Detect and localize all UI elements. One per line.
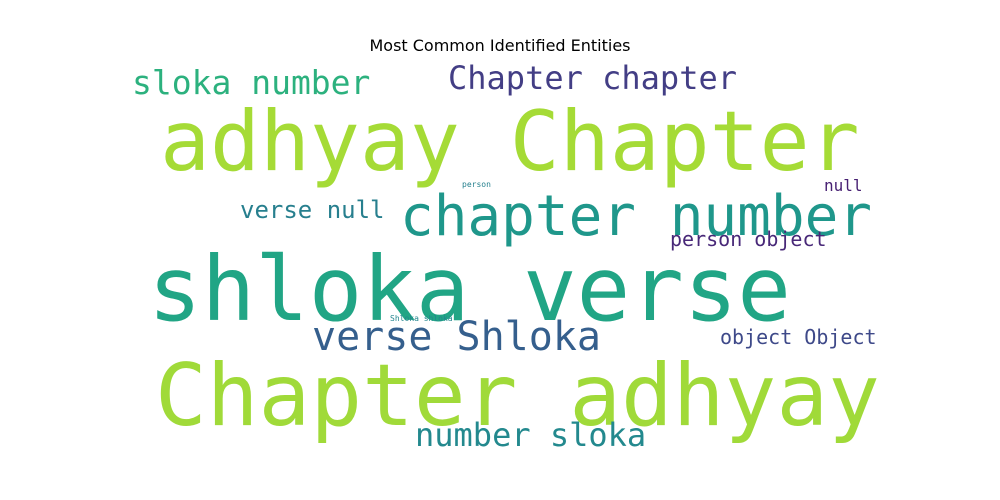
- word-verse-null: verse null: [240, 195, 385, 224]
- word-person-object: person object: [670, 226, 827, 251]
- word-verse-shloka: verse Shloka: [312, 313, 601, 360]
- word-number-sloka: number sloka: [415, 415, 647, 454]
- word-shloka-verse: shloka verse: [148, 237, 791, 342]
- word-chapter-adhyay: Chapter adhyay: [155, 345, 880, 446]
- chart-title: Most Common Identified Entities: [369, 36, 631, 55]
- word-sloka-number: sloka number: [132, 62, 371, 102]
- word-chapter-number: chapter number: [400, 184, 873, 250]
- word-object-object: object Object: [720, 324, 877, 349]
- word-chapter-chapter: Chapter chapter: [448, 58, 737, 97]
- word-adhyay-chapter: adhyay Chapter: [160, 92, 860, 190]
- word-null: null: [824, 175, 863, 195]
- word-shloka-shloka: Shloka shloka: [390, 313, 453, 323]
- word-person: person: [462, 179, 491, 189]
